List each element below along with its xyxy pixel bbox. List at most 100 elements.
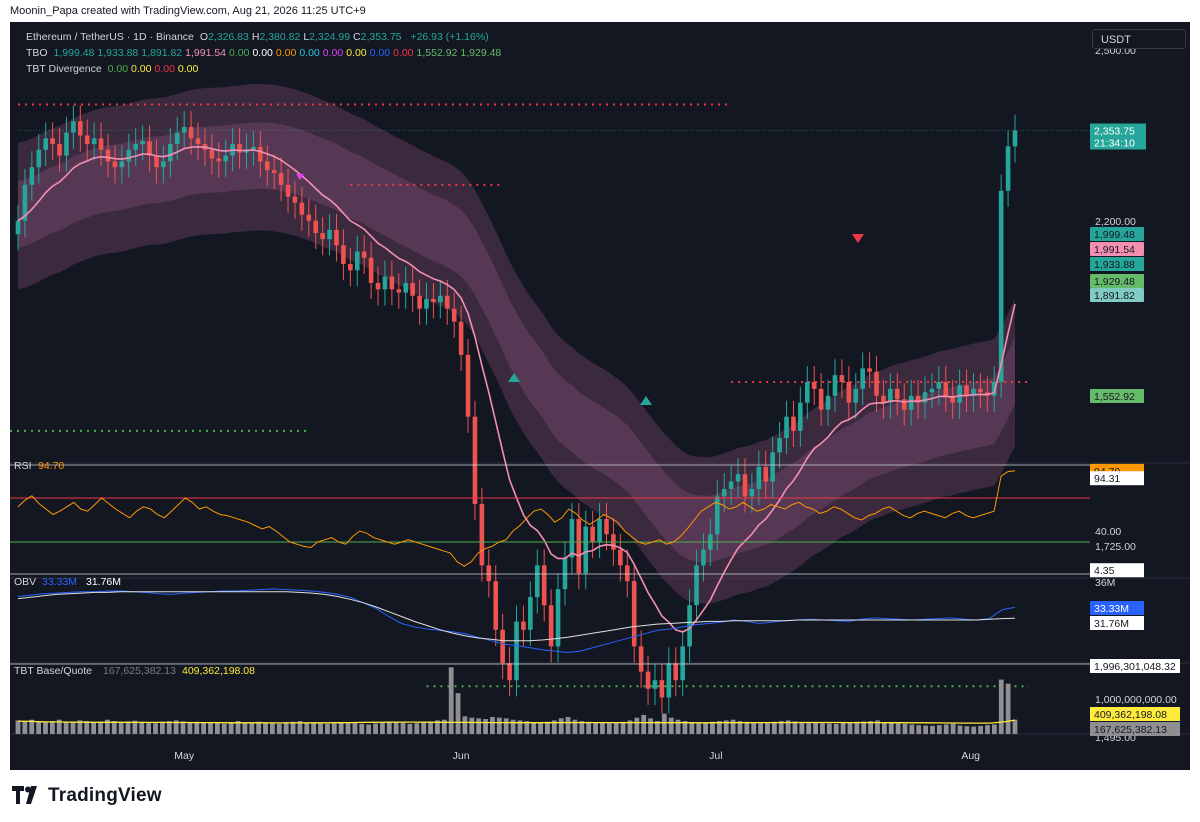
last-price-bg bbox=[1090, 123, 1146, 150]
volume-bar-95 bbox=[668, 717, 674, 734]
obv-label-bg bbox=[1090, 601, 1144, 615]
candle-body-38 bbox=[278, 173, 284, 185]
volume-bar-41 bbox=[297, 721, 303, 734]
candle-body-76 bbox=[541, 565, 547, 606]
volume-bar-42 bbox=[304, 722, 310, 734]
volume-bar-101 bbox=[710, 721, 715, 734]
candle-body-74 bbox=[528, 597, 533, 630]
candle-body-106 bbox=[749, 488, 755, 497]
candle-body-61 bbox=[438, 295, 443, 303]
currency-button[interactable]: USDT bbox=[1092, 29, 1186, 49]
candle-body-117 bbox=[825, 395, 831, 410]
volume-bar-69 bbox=[490, 717, 495, 734]
volume-bar-28 bbox=[208, 722, 213, 734]
x-tick-0: May bbox=[174, 750, 195, 762]
volume-bar-14 bbox=[111, 721, 117, 734]
volume-bar-57 bbox=[407, 723, 413, 734]
volume-bar-68 bbox=[483, 719, 488, 734]
candle-body-98 bbox=[694, 565, 699, 606]
rsi-tick-0: 40.00 bbox=[1095, 526, 1121, 538]
candle-body-40 bbox=[292, 196, 298, 203]
volume-bar-33 bbox=[242, 722, 248, 734]
ohlc-value-2: L2,324.99 bbox=[303, 31, 351, 43]
ohlc-values: O2,326.83 H2,380.82 L2,324.99 C2,353.75 bbox=[200, 31, 405, 43]
volume-bar-1 bbox=[22, 721, 28, 734]
volume-value-1: 167,625,382.13 bbox=[103, 665, 176, 677]
volume-bar-78 bbox=[551, 720, 557, 734]
price-label-5-bg bbox=[1090, 389, 1144, 403]
candle-body-138 bbox=[971, 388, 976, 396]
vol-last-bg bbox=[1090, 722, 1180, 736]
volume-bar-60 bbox=[428, 721, 433, 734]
volume-bar-114 bbox=[799, 722, 805, 734]
candle-body-134 bbox=[943, 381, 949, 396]
candle-body-56 bbox=[403, 282, 409, 293]
volume-bar-88 bbox=[620, 721, 626, 734]
x-tick-1: Jun bbox=[453, 750, 470, 762]
volume-bar-115 bbox=[806, 722, 812, 734]
candle-body-94 bbox=[666, 663, 672, 698]
volume-tick-3: 167,625,382.13 bbox=[1094, 724, 1167, 736]
volume-bar-39 bbox=[283, 722, 289, 734]
candle-body-99 bbox=[701, 549, 706, 566]
volume-bar-77 bbox=[545, 721, 550, 734]
volume-bar-16 bbox=[125, 721, 131, 734]
volume-bar-17 bbox=[132, 720, 138, 734]
candle-body-95 bbox=[673, 663, 679, 681]
volume-bar-91 bbox=[641, 714, 647, 734]
volume-bar-85 bbox=[600, 722, 605, 734]
candle-body-30 bbox=[223, 155, 229, 162]
volume-bar-87 bbox=[613, 722, 619, 734]
volume-bar-72 bbox=[510, 719, 516, 734]
volume-bar-46 bbox=[331, 723, 337, 734]
candle-body-136 bbox=[957, 385, 962, 403]
tbo-value-11: 0.00 bbox=[393, 47, 414, 59]
candle-body-87 bbox=[618, 549, 623, 566]
candle-body-16 bbox=[126, 149, 132, 162]
candle-body-75 bbox=[534, 565, 540, 598]
candle-body-58 bbox=[417, 295, 422, 309]
chart-canvas[interactable]: 2,500.002,200.002,100.001,725.001,645.00… bbox=[10, 22, 1190, 770]
volume-bar-32 bbox=[235, 721, 241, 734]
volume-bar-22 bbox=[166, 721, 172, 734]
volume-bar-67 bbox=[476, 718, 482, 734]
candle-body-42 bbox=[306, 214, 312, 221]
candle-body-9 bbox=[78, 121, 83, 136]
price-label-2: 1,933.88 bbox=[1094, 259, 1135, 271]
candle-body-110 bbox=[777, 437, 782, 453]
candle-body-32 bbox=[237, 144, 242, 153]
candle-body-50 bbox=[361, 251, 367, 258]
volume-bar-143 bbox=[998, 679, 1004, 734]
volume-bar-128 bbox=[895, 723, 901, 734]
volume-bar-102 bbox=[716, 721, 722, 734]
candle-body-33 bbox=[244, 149, 249, 153]
volume-bar-99 bbox=[696, 722, 702, 734]
candle-body-124 bbox=[874, 371, 879, 396]
volume-bar-122 bbox=[854, 721, 860, 734]
countdown-label: 21:34:10 bbox=[1094, 138, 1135, 150]
candle-body-37 bbox=[271, 170, 277, 174]
candle-body-8 bbox=[71, 121, 76, 133]
volume-bar-93 bbox=[655, 721, 660, 734]
candle-body-84 bbox=[597, 518, 602, 542]
candle-body-93 bbox=[659, 680, 665, 698]
tbo-value-7: 0.00 bbox=[299, 47, 320, 59]
candle-body-39 bbox=[285, 184, 291, 197]
tradingview-logo: TradingView bbox=[12, 785, 162, 807]
x-tick-2: Jul bbox=[709, 750, 722, 762]
candle-body-28 bbox=[209, 149, 215, 159]
volume-bar-134 bbox=[936, 725, 942, 734]
candle-body-60 bbox=[431, 298, 436, 303]
candle-body-103 bbox=[728, 481, 734, 489]
candle-body-80 bbox=[569, 518, 575, 558]
candle-body-3 bbox=[36, 149, 42, 168]
volume-bar-139 bbox=[971, 726, 977, 734]
price-label-3: 1,929.48 bbox=[1094, 276, 1135, 288]
volume-bar-142 bbox=[991, 724, 997, 734]
price-change: +26.93 (+1.16%) bbox=[410, 31, 489, 43]
candle-body-90 bbox=[638, 646, 644, 672]
obv-ma-value: 31.76M bbox=[86, 576, 121, 588]
volume-bar-70 bbox=[496, 717, 502, 734]
price-band-inner bbox=[18, 122, 1015, 563]
candle-body-49 bbox=[354, 251, 360, 271]
